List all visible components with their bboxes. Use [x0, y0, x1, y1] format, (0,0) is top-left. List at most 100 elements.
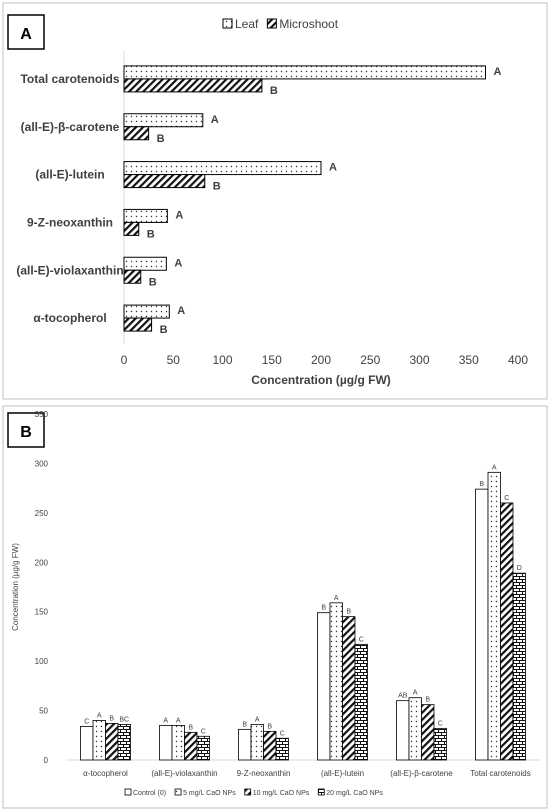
significance-letter: B — [109, 715, 114, 722]
significance-letter: A — [163, 717, 168, 724]
bar-20-mg-l-cao-nps-all-e-carotene — [433, 727, 447, 761]
significance-letter: A — [492, 464, 497, 471]
bar-leaf-total-carotenoids — [123, 65, 486, 80]
significance-letter: A — [174, 257, 182, 269]
x-tick-label: 400 — [508, 353, 528, 367]
bar-microshoot-total-carotenoids — [123, 78, 263, 93]
significance-letter: C — [438, 720, 443, 727]
bar-5-mg-l-cao-nps-all-e-violaxanthin — [171, 724, 185, 761]
category-label-all-e-carotene: (all-E)-β-carotene — [21, 120, 120, 134]
significance-letter: A — [175, 209, 183, 221]
bar-microshoot-9-z-neoxanthin — [123, 221, 140, 236]
bar-leaf-all-e-carotene — [123, 113, 204, 128]
category-label-all-e-lutein: (all-E)-lutein — [35, 168, 104, 182]
chart-b-plot: 0 50 100 150 200 250 300 350 Concentration (µg/g… — [11, 410, 540, 797]
significance-letter: A — [329, 162, 337, 174]
bar-control-0-all-e-lutein — [317, 612, 331, 761]
significance-letter: C — [84, 718, 89, 725]
bar-10-mg-l-cao-nps-all-e-violaxanthin — [184, 731, 198, 761]
y-tick-label: 100 — [35, 657, 49, 666]
significance-letter: C — [359, 636, 364, 643]
bar-control-0-all-e-violaxanthin — [159, 724, 173, 761]
significance-letter: B — [267, 723, 272, 730]
legend-swatch-20-mg-l-cao-nps — [317, 788, 325, 796]
significance-letter: B — [270, 85, 278, 97]
bar-leaf-9-z-neoxanthin — [123, 208, 168, 223]
category-label-9-z-neoxanthin: 9-Z-neoxanthin — [27, 215, 113, 229]
bar-20-mg-l-cao-nps-tocopherol — [117, 724, 131, 761]
significance-letter: B — [242, 721, 247, 728]
x-tick-label: 300 — [409, 353, 429, 367]
significance-letter: B — [479, 481, 484, 488]
legend-swatch-control-0 — [124, 788, 132, 796]
x-tick-label: 350 — [459, 353, 479, 367]
category-label-9-z-neoxanthin: 9-Z-neoxanthin — [237, 769, 291, 778]
y-tick-label: 300 — [35, 459, 49, 468]
legend-label-control-0: Control (0) — [133, 790, 166, 797]
significance-letter: AB — [398, 693, 408, 700]
category-label-total-carotenoids: Total carotenoids — [20, 72, 119, 86]
legend-swatch-microshoot — [266, 18, 277, 29]
significance-letter: B — [321, 605, 326, 612]
significance-letter: A — [97, 712, 102, 719]
x-tick-label: 100 — [212, 353, 232, 367]
bar-control-0-tocopherol — [80, 725, 94, 761]
bar-5-mg-l-cao-nps-tocopherol — [92, 720, 106, 761]
significance-letter: B — [188, 724, 193, 731]
y-tick-label: 150 — [35, 608, 49, 617]
bar-5-mg-l-cao-nps-all-e-lutein — [329, 602, 343, 761]
significance-letter: B — [149, 276, 157, 288]
x-tick-label: 200 — [311, 353, 331, 367]
significance-letter: C — [280, 730, 285, 737]
significance-letter: B — [213, 181, 221, 193]
legend-swatch-5-mg-l-cao-nps — [174, 788, 182, 796]
significance-letter: A — [413, 690, 418, 697]
bar-20-mg-l-cao-nps-all-e-violaxanthin — [196, 735, 210, 761]
legend-label-5-mg-l-cao-nps: 5 mg/L CaO NPs — [183, 790, 236, 797]
category-label-all-e-lutein: (all-E)-lutein — [321, 769, 364, 778]
bar-5-mg-l-cao-nps-all-e-carotene — [408, 697, 422, 761]
x-axis-label: Concentration (µg/g FW) — [251, 373, 391, 387]
significance-letter: A — [176, 717, 181, 724]
y-tick-label: 0 — [44, 756, 49, 765]
significance-letter: B — [157, 133, 165, 145]
significance-letter: BC — [119, 716, 129, 723]
significance-letter: D — [517, 565, 522, 572]
x-tick-label: 150 — [262, 353, 282, 367]
x-tick-label: 50 — [167, 353, 181, 367]
legend-swatch-10-mg-l-cao-nps — [244, 788, 252, 796]
chart-b: B 0 50 100 150 200 250 300 350 Concentration (µg… — [2, 405, 548, 809]
category-label-all-e-carotene: (all-E)-β-carotene — [390, 769, 453, 778]
y-axis-label: Concentration (µg/g FW) — [11, 543, 20, 631]
bar-leaf-all-e-violaxanthin — [123, 256, 167, 271]
bar-10-mg-l-cao-nps-all-e-carotene — [421, 704, 435, 761]
bar-20-mg-l-cao-nps-9-z-neoxanthin — [275, 737, 289, 761]
category-label-all-e-violaxanthin: (all-E)-violaxanthin — [16, 263, 123, 277]
chart-a-plot: Leaf Microshoot 0 50 100 150 200 250 300 350 400 Co… — [16, 17, 528, 387]
y-tick-label: 200 — [35, 558, 49, 567]
significance-letter: B — [160, 324, 168, 336]
significance-letter: B — [346, 609, 351, 616]
bar-control-0-total-carotenoids — [475, 488, 489, 761]
significance-letter: C — [201, 728, 206, 735]
significance-letter: A — [493, 66, 501, 78]
significance-letter: A — [334, 595, 339, 602]
x-tick-label: 0 — [121, 353, 128, 367]
significance-letter: A — [255, 716, 260, 723]
y-tick-label: 250 — [35, 509, 49, 518]
category-label-tocopherol: α-tocopherol — [83, 769, 128, 778]
panel-b-label: B — [20, 424, 32, 441]
legend-label-leaf: Leaf — [235, 17, 259, 31]
bar-control-0-all-e-carotene — [396, 700, 410, 761]
legend-swatch-leaf — [222, 18, 233, 29]
bar-microshoot-tocopherol — [123, 317, 153, 332]
panel-a-box — [7, 14, 45, 50]
bar-10-mg-l-cao-nps-9-z-neoxanthin — [263, 730, 277, 761]
bar-leaf-tocopherol — [123, 304, 170, 319]
bar-microshoot-all-e-violaxanthin — [123, 269, 142, 284]
panel-a-label: A — [20, 26, 32, 43]
legend-label-10-mg-l-cao-nps: 10 mg/L CaO NPs — [253, 790, 310, 797]
bar-10-mg-l-cao-nps-all-e-lutein — [342, 616, 356, 761]
significance-letter: C — [504, 495, 509, 502]
bar-20-mg-l-cao-nps-all-e-lutein — [354, 643, 368, 761]
